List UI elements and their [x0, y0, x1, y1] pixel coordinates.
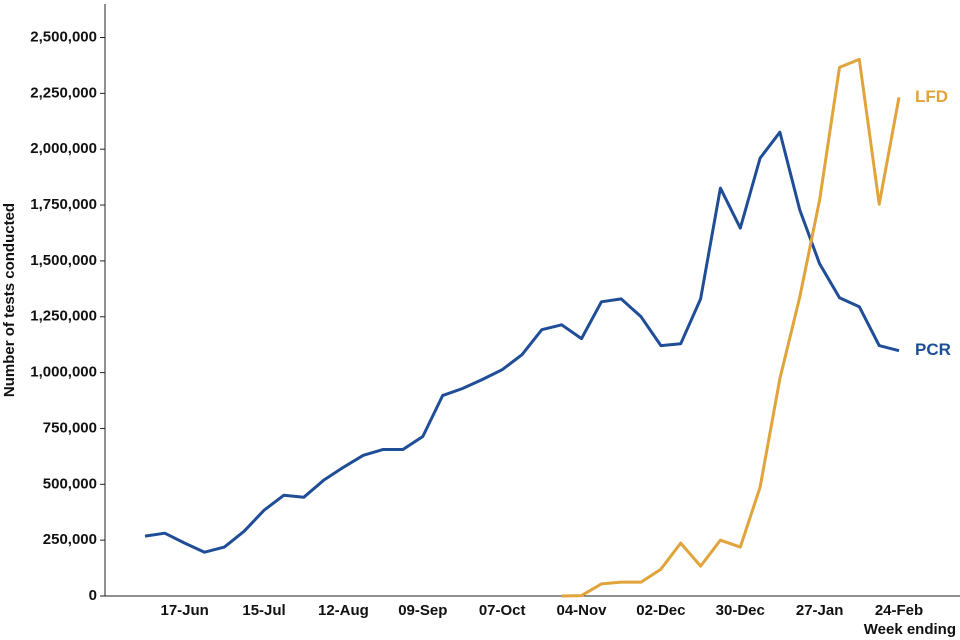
- x-tick-label: 27-Jan: [796, 602, 844, 619]
- y-tick-label: 250,000: [43, 531, 97, 548]
- y-tick-label: 1,750,000: [30, 196, 97, 213]
- y-tick-label: 500,000: [43, 475, 97, 492]
- x-tick-label: 12-Aug: [318, 602, 369, 619]
- x-tick-label: 04-Nov: [557, 602, 608, 619]
- series-label: PCR: [915, 340, 951, 359]
- series-line: [561, 57, 901, 598]
- y-tick-label: 1,500,000: [30, 252, 97, 269]
- y-tick-label: 0: [89, 587, 97, 604]
- y-tick-label: 2,000,000: [30, 140, 97, 157]
- x-axis-label: Week ending: [864, 621, 956, 638]
- y-tick-label: 2,500,000: [30, 28, 97, 45]
- x-tick-label: 09-Sep: [398, 602, 447, 619]
- x-tick-label: 07-Oct: [479, 602, 526, 619]
- y-tick-label: 1,000,000: [30, 364, 97, 381]
- y-axis-label: Number of tests conducted: [1, 203, 18, 397]
- x-tick-label: 24-Feb: [875, 602, 923, 619]
- y-tick-label: 1,250,000: [30, 308, 97, 325]
- x-tick-label: 30-Dec: [716, 602, 765, 619]
- series-label: LFD: [915, 87, 948, 106]
- x-tick-label: 17-Jun: [161, 602, 209, 619]
- y-tick-label: 750,000: [43, 419, 97, 436]
- x-tick-label: 15-Jul: [242, 602, 285, 619]
- series-line: [144, 130, 900, 554]
- x-tick-label: 02-Dec: [636, 602, 685, 619]
- y-tick-label: 2,250,000: [30, 84, 97, 101]
